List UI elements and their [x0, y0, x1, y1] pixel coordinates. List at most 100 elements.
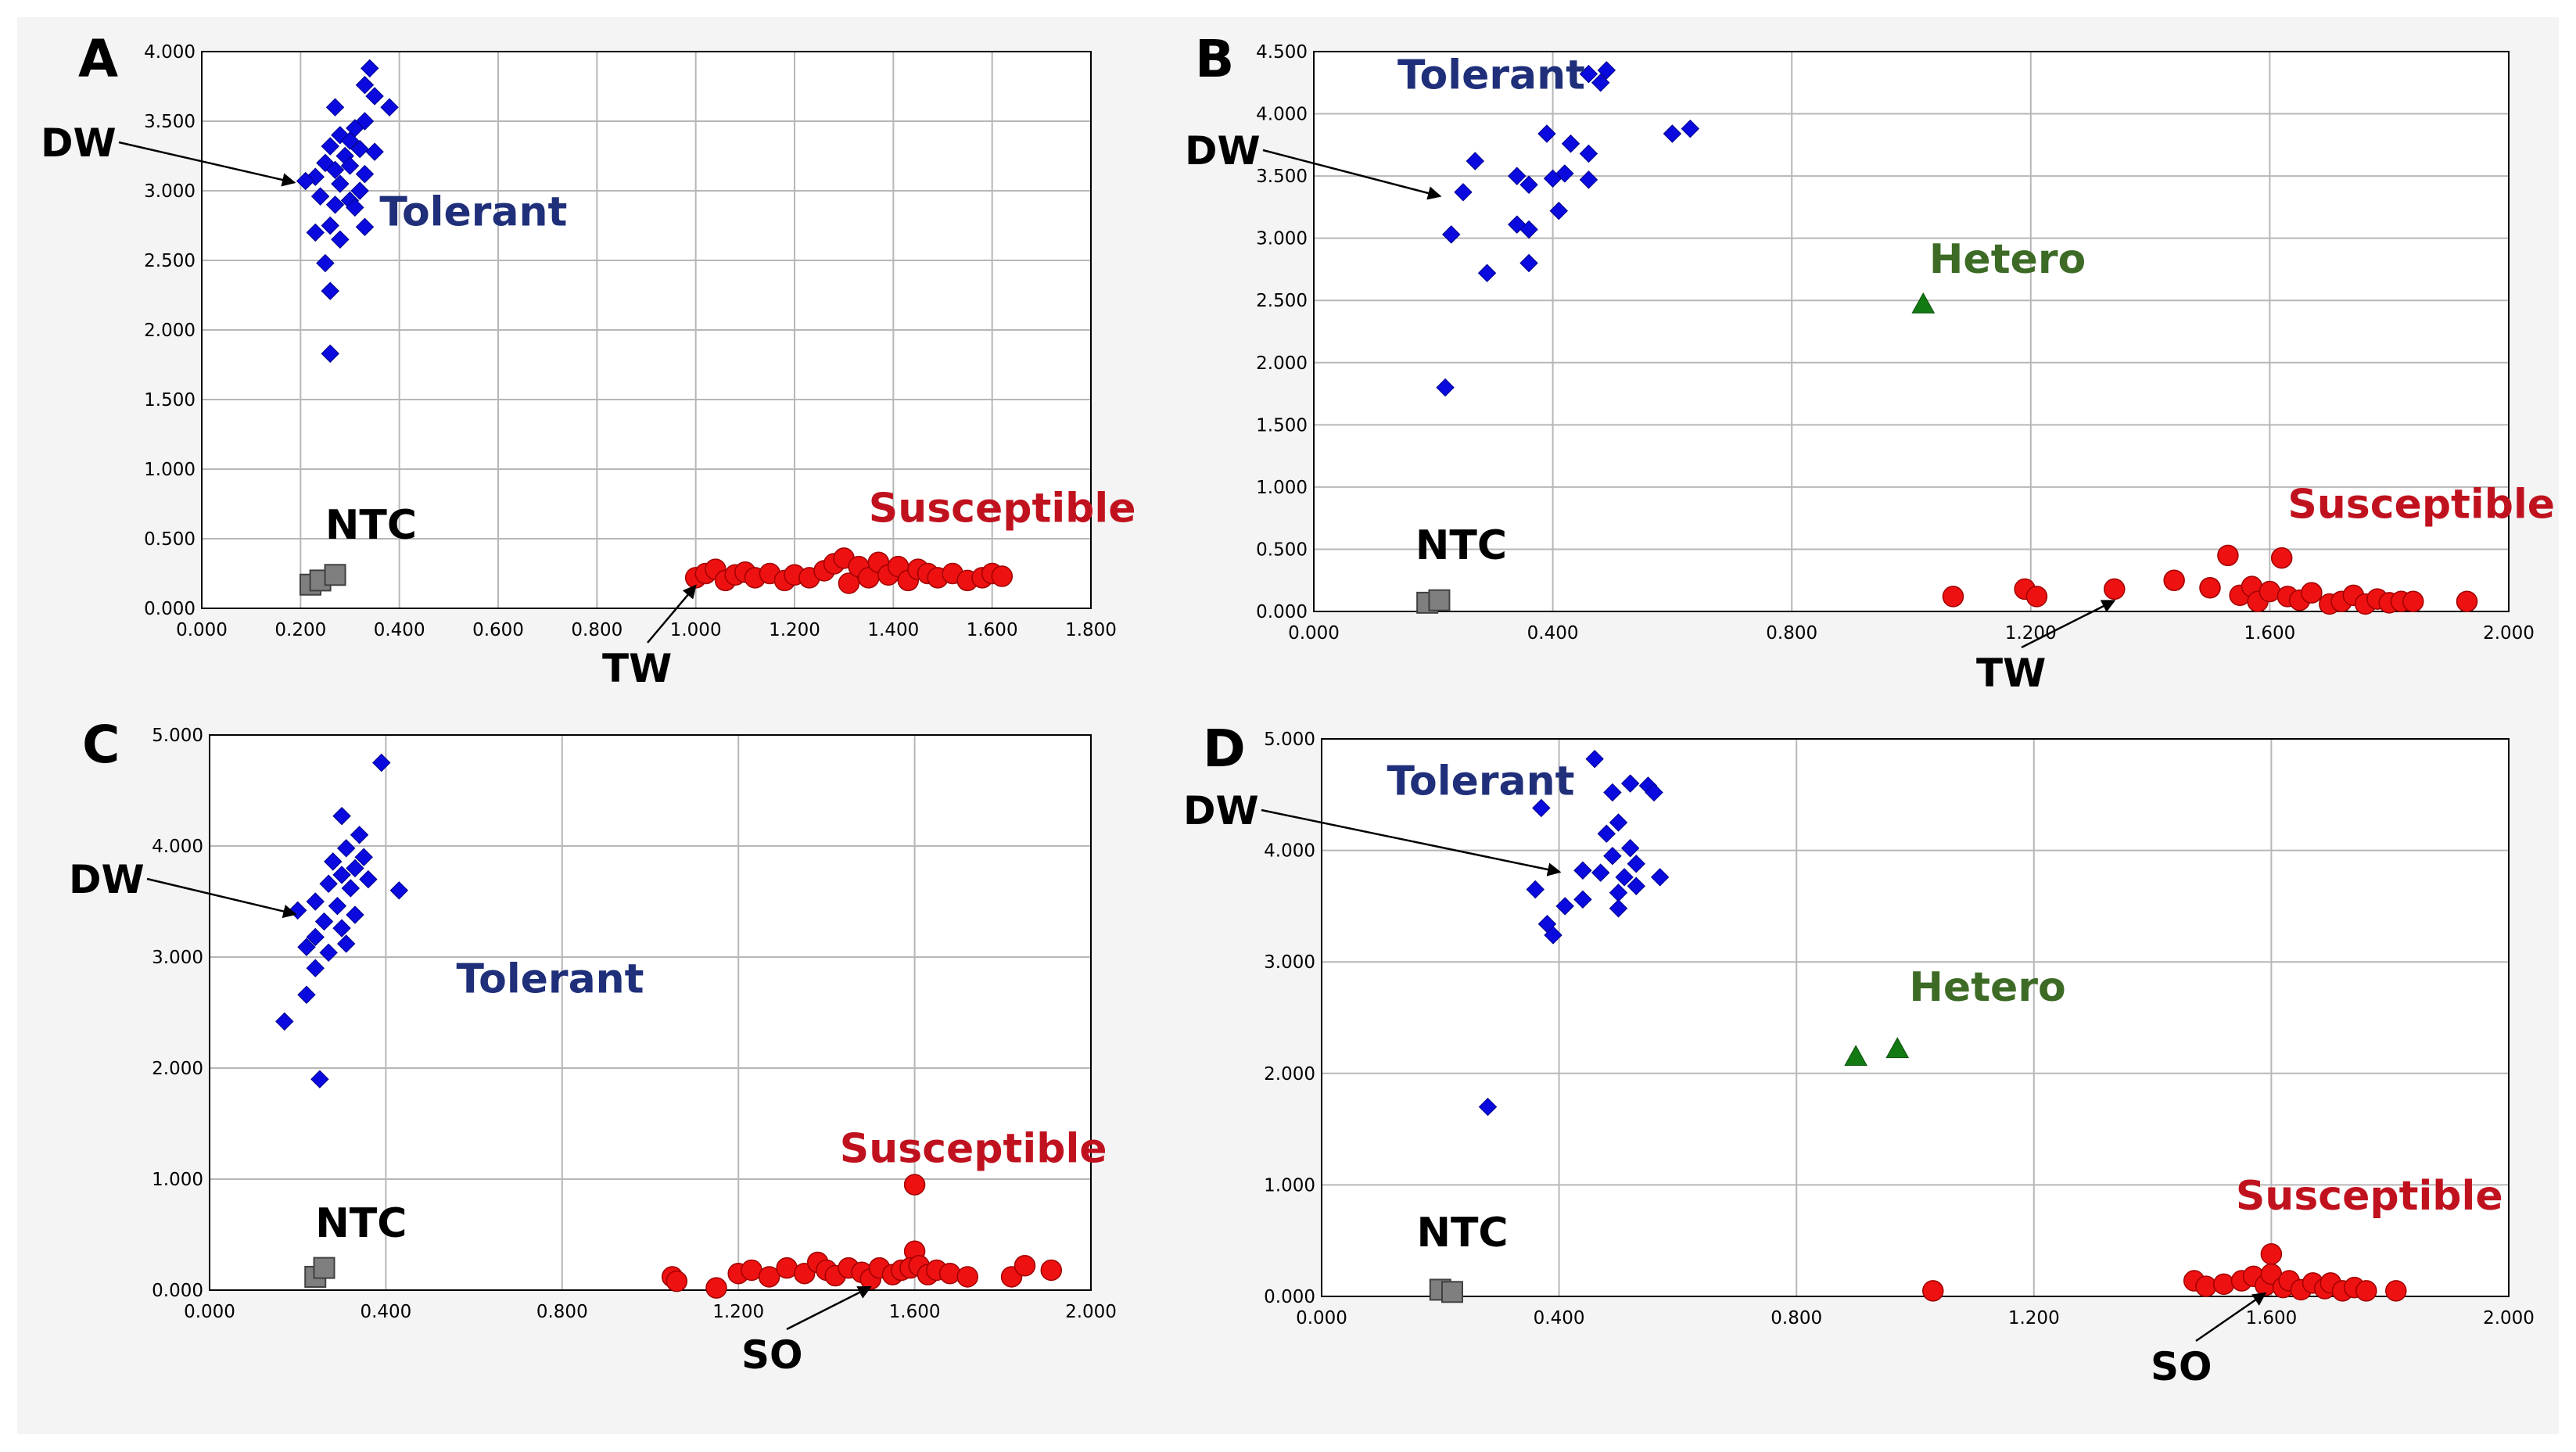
data-point-tolerant [346, 198, 364, 217]
data-point-susceptible [956, 1266, 978, 1288]
data-point-tolerant [354, 848, 373, 866]
x-tick-label: 0.000 [176, 620, 228, 640]
data-point-tolerant [1627, 877, 1645, 895]
series-hetero [1911, 292, 1936, 314]
data-point-tolerant [1603, 783, 1622, 802]
x-tick-label: 0.400 [360, 1302, 411, 1322]
data-point-tolerant [321, 281, 339, 300]
data-point-tolerant [306, 223, 325, 242]
data-point-tolerant [319, 943, 338, 963]
annotation-arrow [647, 584, 697, 644]
group-label-ntc: NTC [325, 502, 417, 549]
group-label-ntc: NTC [1415, 522, 1507, 569]
series-tolerant [275, 753, 409, 1088]
data-point-susceptible [2199, 577, 2221, 599]
series-ntc [299, 564, 346, 596]
annotation-arrow [2021, 600, 2116, 649]
plot-area [1313, 51, 2510, 612]
annotation-arrow [2195, 1292, 2267, 1343]
data-point-susceptible [2402, 590, 2424, 613]
annotation-dw: DW [1183, 788, 1259, 834]
annotation-so: SO [2151, 1344, 2212, 1389]
data-point-tolerant [1508, 167, 1527, 185]
x-tick-label: 0.800 [536, 1302, 588, 1322]
data-point-tolerant [340, 131, 360, 150]
data-point-tolerant [332, 806, 351, 826]
data-point-tolerant [350, 826, 369, 844]
data-point-tolerant [1681, 119, 1700, 138]
data-point-susceptible [2258, 580, 2281, 603]
data-point-susceptible [2301, 582, 2323, 604]
data-point-tolerant [1591, 863, 1610, 882]
data-point-tolerant [325, 98, 345, 117]
group-label-hetero: Hetero [1929, 236, 2086, 283]
x-tick-label: 1.800 [1065, 620, 1117, 640]
data-point-tolerant [297, 938, 316, 956]
x-tick-label: 1.200 [712, 1302, 764, 1322]
data-point-tolerant [275, 1012, 294, 1031]
data-point-tolerant [359, 869, 378, 889]
data-point-tolerant [325, 195, 345, 214]
annotation-arrow [1261, 808, 1562, 877]
data-point-tolerant [321, 137, 339, 156]
group-label-susceptible: Susceptible [2236, 1173, 2503, 1220]
data-point-susceptible [2104, 578, 2126, 601]
data-point-tolerant [1544, 926, 1562, 945]
y-tick-label: 0.000 [144, 599, 196, 619]
data-point-ntc [1440, 1281, 1463, 1303]
data-point-tolerant [310, 187, 330, 206]
group-label-ntc: NTC [315, 1200, 407, 1247]
y-tick-label: 5.000 [1264, 730, 1315, 750]
data-point-tolerant [1532, 798, 1551, 818]
data-point-tolerant [1620, 839, 1640, 858]
series-tolerant [296, 59, 399, 363]
data-point-tolerant [350, 139, 369, 159]
y-tick-label: 1.500 [144, 390, 196, 411]
data-point-susceptible [2025, 586, 2048, 608]
annotation-dw: DW [41, 120, 117, 166]
data-point-tolerant [389, 881, 409, 900]
data-point-susceptible [2385, 1280, 2407, 1302]
data-point-tolerant [1519, 253, 1538, 273]
group-label-susceptible: Susceptible [840, 1126, 1107, 1173]
y-tick-label: 1.000 [1264, 1175, 1315, 1196]
data-point-susceptible [903, 1174, 926, 1196]
data-point-susceptible [666, 1270, 688, 1292]
y-tick-label: 0.000 [1256, 602, 1308, 622]
data-point-tolerant [331, 174, 350, 193]
plot-area [1321, 738, 2510, 1297]
data-point-tolerant [314, 912, 334, 931]
group-label-ntc: NTC [1416, 1210, 1508, 1257]
panel-label: A [78, 29, 118, 89]
data-point-tolerant [1579, 144, 1598, 163]
data-point-tolerant [1573, 861, 1592, 880]
data-point-tolerant [1627, 855, 1645, 873]
data-point-tolerant [325, 160, 345, 180]
group-label-tolerant: Tolerant [457, 955, 644, 1002]
data-point-susceptible [2163, 569, 2185, 591]
y-tick-label: 3.500 [144, 112, 196, 132]
data-point-hetero [1844, 1045, 1867, 1067]
data-point-tolerant [336, 839, 356, 858]
y-tick-label: 4.500 [1256, 42, 1308, 63]
y-tick-label: 0.000 [1264, 1287, 1315, 1307]
data-point-tolerant [350, 181, 369, 200]
data-point-tolerant [1478, 1097, 1498, 1117]
x-tick-label: 0.000 [184, 1302, 235, 1322]
series-tolerant [1436, 61, 1700, 397]
series-susceptible [1922, 1243, 2407, 1302]
x-tick-label: 2.000 [1065, 1302, 1117, 1322]
y-tick-label: 3.000 [1256, 229, 1308, 249]
group-label-hetero: Hetero [1909, 964, 2065, 1011]
plot-border [209, 734, 1092, 1291]
y-tick-label: 1.000 [1256, 478, 1308, 498]
x-tick-label: 2.000 [2483, 623, 2535, 644]
data-point-tolerant [321, 344, 339, 363]
x-tick-label: 0.800 [571, 620, 622, 640]
x-tick-label: 1.200 [2008, 1308, 2060, 1328]
data-point-susceptible [1040, 1259, 1063, 1282]
data-point-tolerant [365, 87, 384, 106]
group-label-tolerant: Tolerant [1397, 52, 1585, 99]
annotation-arrow [786, 1285, 872, 1331]
data-point-susceptible [705, 1277, 727, 1299]
